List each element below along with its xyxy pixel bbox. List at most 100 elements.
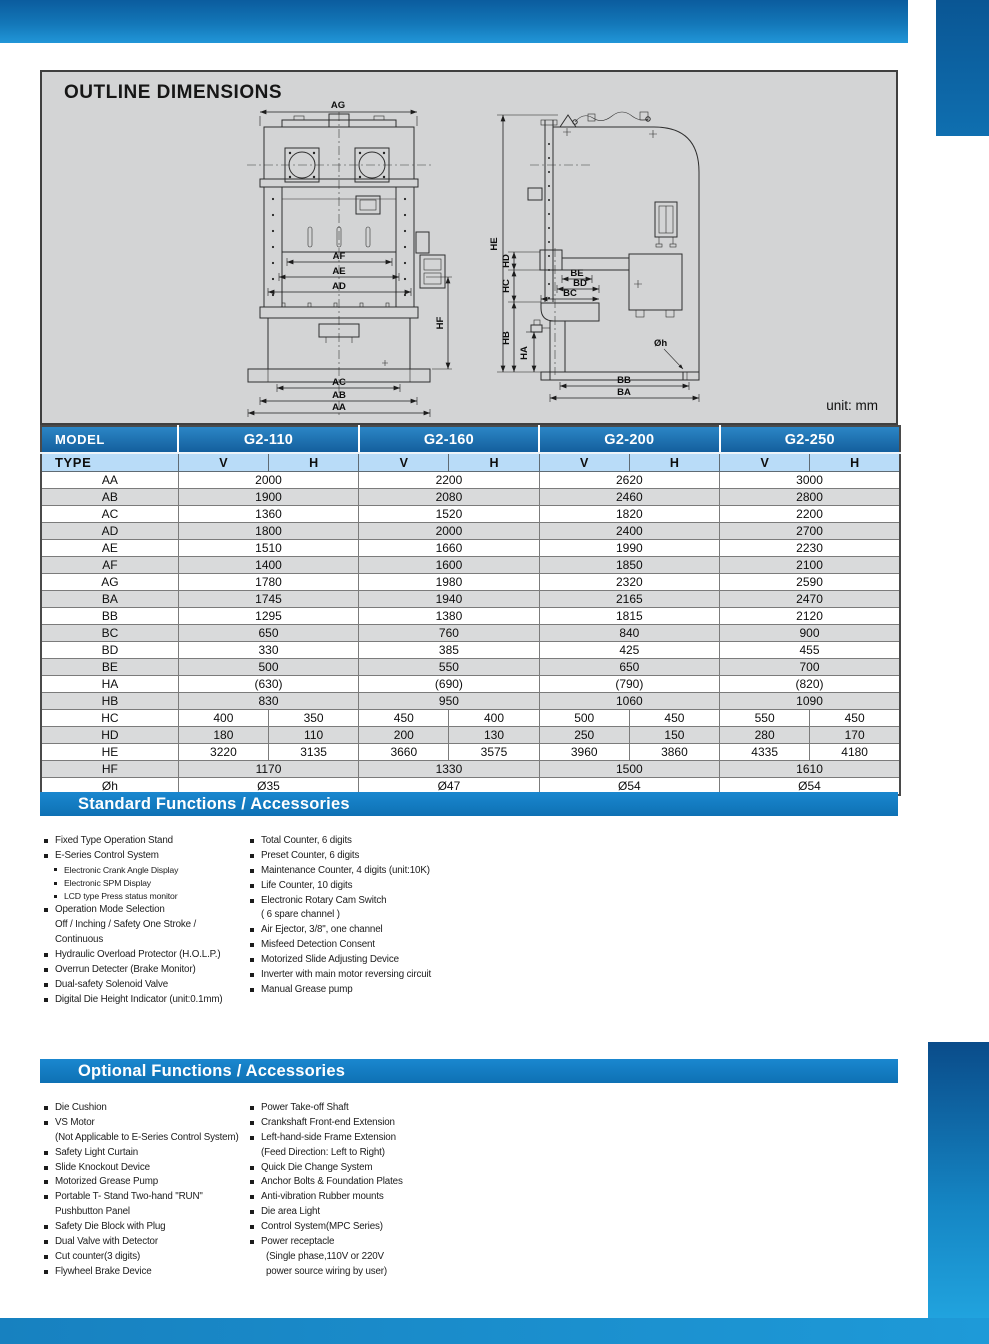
value-cell: 200 (358, 726, 450, 744)
value-cell: Ø35 (177, 777, 360, 796)
dim-label-af: AF (333, 251, 346, 262)
list-item: Continuous (55, 934, 104, 946)
value-cell: 2230 (719, 539, 901, 557)
value-cell: 1360 (177, 505, 360, 523)
dim-label-ha: HA (519, 346, 530, 360)
model-name-cell: G2-250 (718, 425, 901, 454)
list-item: Crankshaft Front-end Extension (250, 1116, 485, 1131)
list-item: Die Cushion (44, 1101, 246, 1116)
dim-label-ad: AD (332, 281, 346, 292)
model-name-cell: G2-160 (357, 425, 540, 454)
type-header-cell: TYPE (40, 452, 179, 472)
list-item: power source wiring by user) (266, 1265, 388, 1277)
list-item: Safety Light Curtain (44, 1146, 246, 1161)
type-cell: H (448, 452, 540, 472)
value-cell: 550 (358, 658, 540, 676)
table-row: BB 1295 1380 1815 2120 (40, 607, 901, 625)
value-cell: 180 (177, 726, 270, 744)
list-item: Maintenance Counter, 4 digits (unit:10K) (250, 864, 485, 879)
list-item: Motorized Grease Pump (44, 1175, 246, 1190)
value-cell: 3575 (448, 743, 540, 761)
dim-label-oh: Øh (654, 338, 667, 349)
list-item: LCD type Press status monitor (44, 890, 244, 903)
value-cell: 2400 (538, 522, 721, 540)
value-cell: 1745 (177, 590, 360, 608)
list-item: Manual Grease pump (250, 983, 485, 998)
bottom-banner (0, 1318, 989, 1344)
standard-functions-header: Standard Functions / Accessories (40, 792, 898, 816)
unit-label: unit: mm (826, 398, 878, 413)
value-cell: 2165 (538, 590, 721, 608)
list-item: Dual Valve with Detector (44, 1235, 246, 1250)
table-row: AF 1400 1600 1850 2100 (40, 556, 901, 574)
table-row: Øh Ø35 Ø47 Ø54 Ø54 (40, 777, 901, 796)
value-cell: 330 (177, 641, 360, 659)
dim-label-be: BE (570, 268, 583, 279)
value-cell: 2080 (358, 488, 540, 506)
optional-functions-column-2: Power Take-off Shaft Crankshaft Front-end… (250, 1101, 485, 1280)
value-cell: (820) (719, 675, 901, 693)
list-item: (Not Applicable to E-Series Control Syst… (55, 1131, 239, 1143)
list-item: Electronic SPM Display (44, 877, 244, 890)
dim-label-ae: AE (332, 266, 345, 277)
value-cell: 455 (719, 641, 901, 659)
standard-functions-title: Standard Functions / Accessories (78, 795, 350, 813)
value-cell: 130 (448, 726, 540, 744)
value-cell: 650 (538, 658, 721, 676)
top-banner (0, 0, 908, 43)
dim-label-hc: HC (501, 279, 512, 293)
value-cell: 830 (177, 692, 360, 710)
dim-label-hb: HB (501, 331, 512, 345)
type-cell: V (719, 452, 811, 472)
list-item: Preset Counter, 6 digits (250, 849, 485, 864)
value-cell: 250 (538, 726, 630, 744)
value-cell: 2320 (538, 573, 721, 591)
value-cell: (790) (538, 675, 721, 693)
table-row: HF 1170 1330 1500 1610 (40, 760, 901, 778)
value-cell: 1400 (177, 556, 360, 574)
list-item: Slide Knockout Device (44, 1161, 246, 1176)
value-cell: 425 (538, 641, 721, 659)
type-cell: H (809, 452, 901, 472)
dim-label-aa: AA (332, 402, 346, 413)
dim-label-he: HE (489, 237, 500, 250)
dim-label-bc: BC (563, 288, 577, 299)
row-label: AD (40, 522, 179, 540)
value-cell: 2590 (719, 573, 901, 591)
table-row: AD 1800 2000 2400 2700 (40, 522, 901, 540)
value-cell: 900 (719, 624, 901, 642)
value-cell: 1500 (538, 760, 721, 778)
value-cell: 385 (358, 641, 540, 659)
standard-functions-column-2: Total Counter, 6 digits Preset Counter, 6… (250, 834, 485, 998)
value-cell: 1295 (177, 607, 360, 625)
table-row: BA 1745 1940 2165 2470 (40, 590, 901, 608)
dim-label-ba: BA (617, 387, 631, 398)
row-label: AB (40, 488, 179, 506)
row-label: AE (40, 539, 179, 557)
list-item: Power Take-off Shaft (250, 1101, 485, 1116)
value-cell: 1850 (538, 556, 721, 574)
value-cell: 280 (719, 726, 811, 744)
value-cell: Ø54 (538, 777, 721, 796)
standard-functions-column-1: Fixed Type Operation Stand E-Series Contr… (44, 834, 244, 1008)
type-cell: V (358, 452, 450, 472)
list-item: Electronic Rotary Cam Switch (250, 894, 485, 909)
value-cell: 2000 (358, 522, 540, 540)
value-cell: 1980 (358, 573, 540, 591)
dim-label-bd: BD (573, 278, 587, 289)
dim-label-ab: AB (332, 390, 346, 401)
value-cell: 700 (719, 658, 901, 676)
value-cell: 1600 (358, 556, 540, 574)
value-cell: 2120 (719, 607, 901, 625)
value-cell: 760 (358, 624, 540, 642)
list-item: Off / Inching / Safety One Stroke / (55, 919, 197, 931)
value-cell: 3960 (538, 743, 630, 761)
value-cell: 1990 (538, 539, 721, 557)
list-item: Cut counter(3 digits) (44, 1250, 246, 1265)
top-right-accent (936, 0, 989, 136)
value-cell: 450 (809, 709, 901, 727)
table-row: HE 3220 3135 3660 3575 3960 3860 4335 4180 (40, 743, 901, 761)
value-cell: 840 (538, 624, 721, 642)
row-label: AA (40, 471, 179, 489)
